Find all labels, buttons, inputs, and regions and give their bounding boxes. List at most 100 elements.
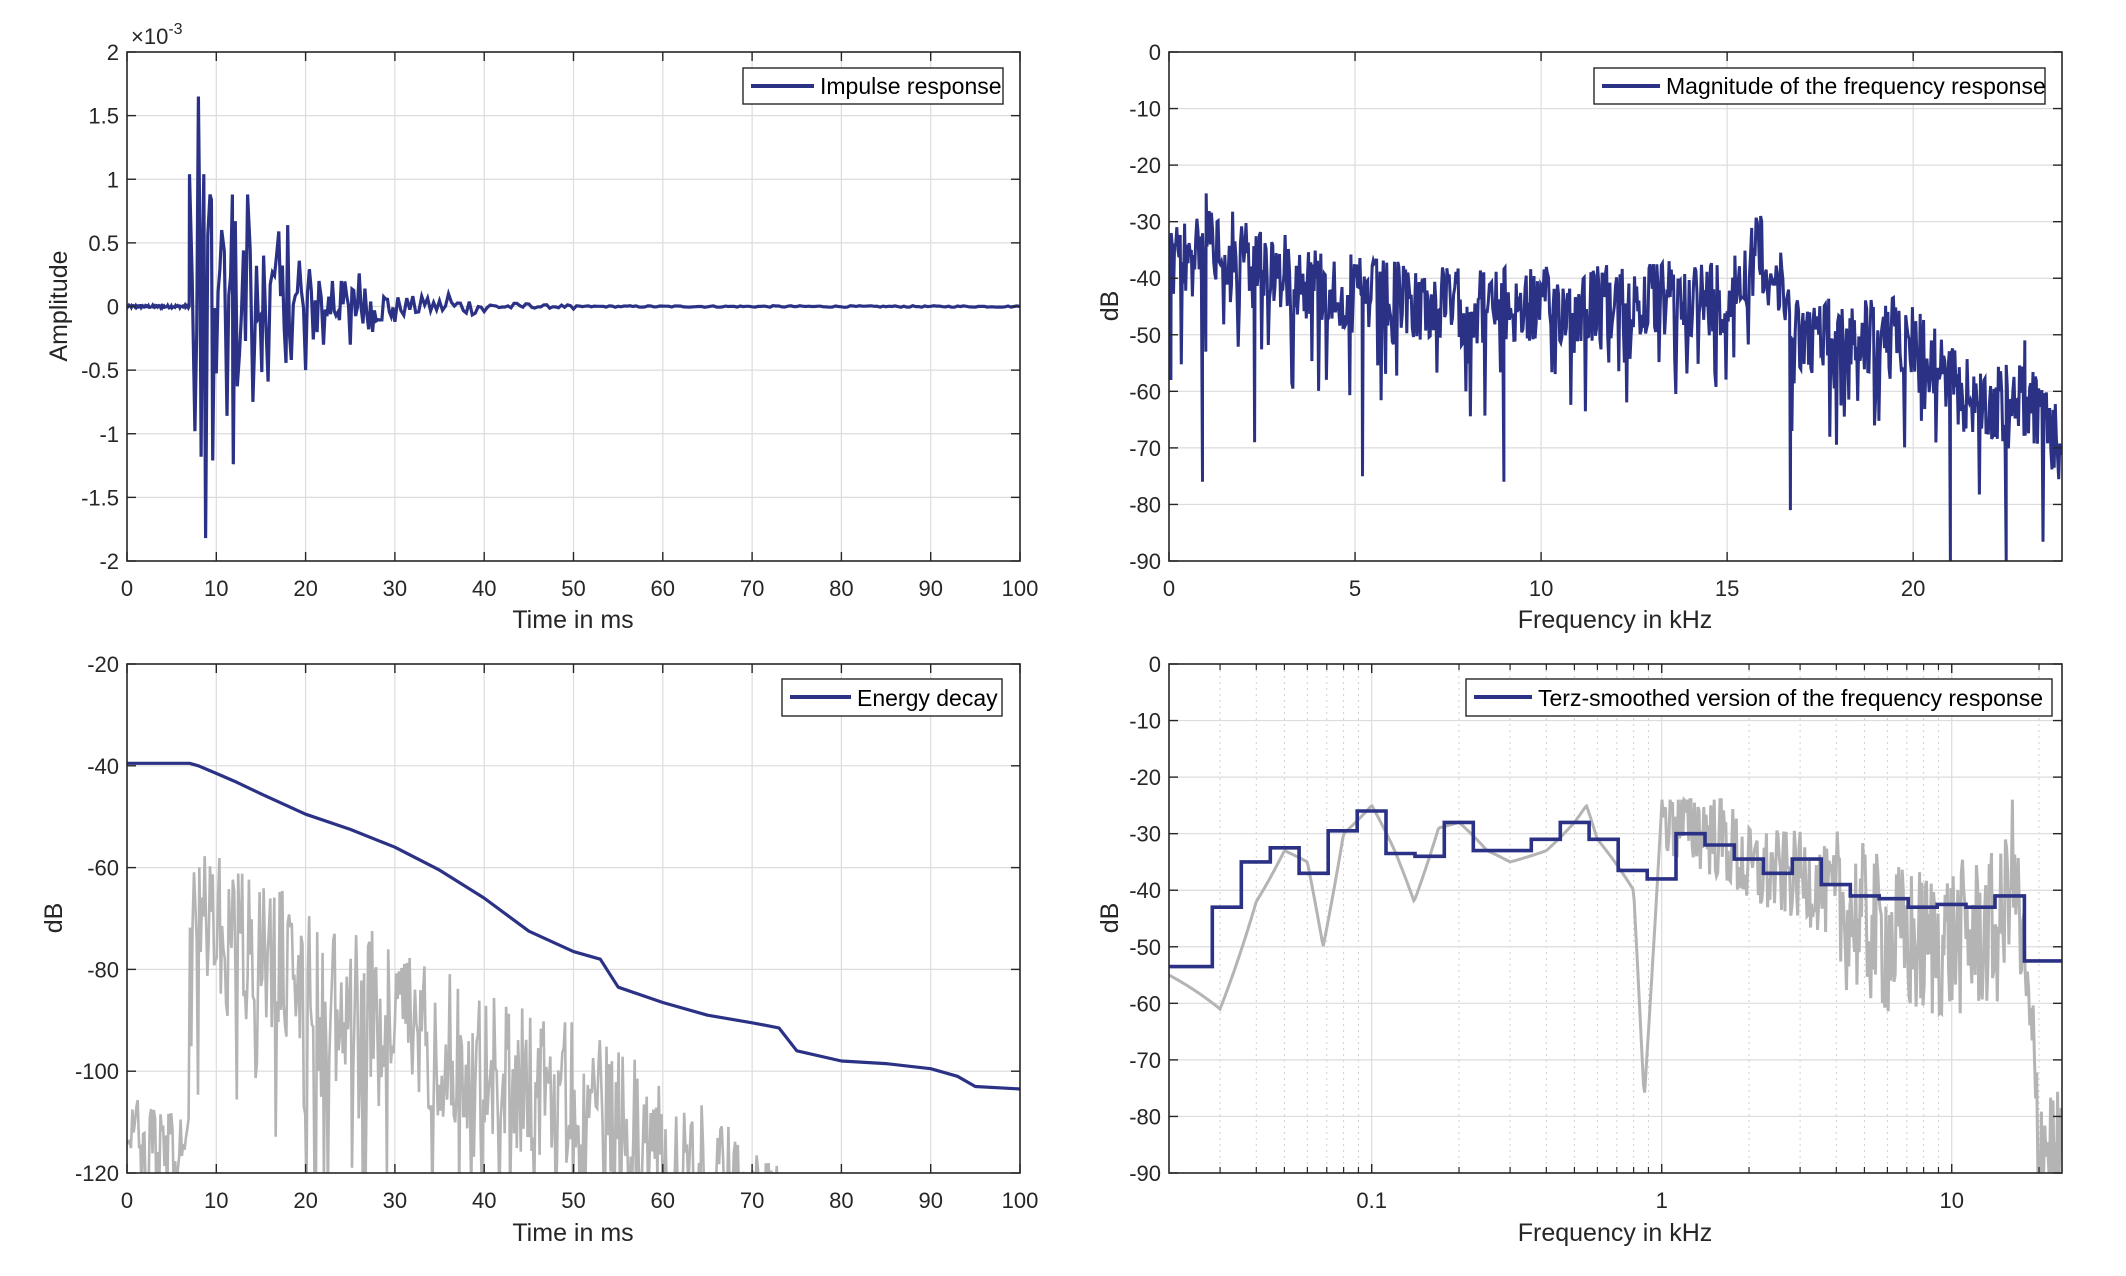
x-tick-label: 60 — [651, 576, 675, 601]
y-tick-label: -60 — [87, 856, 119, 881]
y-tick-label: -40 — [87, 754, 119, 779]
terz-x-axis-label: Frequency in kHz — [1518, 1219, 1713, 1247]
x-tick-label: 20 — [293, 576, 317, 601]
x-tick-label: 100 — [1002, 1188, 1039, 1213]
y-tick-label: -1.5 — [81, 485, 119, 510]
y-tick-label: -80 — [87, 957, 119, 982]
x-tick-label: 0.1 — [1356, 1188, 1387, 1213]
impulse-plot-area — [127, 96, 1020, 539]
energy-legend: Energy decay — [781, 678, 1003, 717]
energy-ticks: 0 10 20 30 40 50 60 70 80 90 100 -120 -100 -80 -60 -40 -… — [75, 652, 1038, 1213]
y-tick-label: -2 — [99, 549, 119, 574]
y-tick-label: -90 — [1129, 1161, 1161, 1186]
y-tick-label: -100 — [75, 1059, 119, 1084]
y-tick-label: 1.5 — [88, 104, 119, 129]
x-tick-label: 80 — [829, 576, 853, 601]
impulse-legend-label: Impulse response — [820, 73, 1002, 99]
terz-legend-box — [1465, 678, 2053, 717]
x-tick-label: 90 — [918, 576, 942, 601]
y-tick-label: -60 — [1129, 991, 1161, 1016]
terz-y-axis-label: dB — [1096, 903, 1124, 934]
squared-impulse-line — [127, 856, 779, 1173]
terz-panel: 0.1 1 10 -90 -80 -70 -60 -50 -40 -30 -20 -10 0 Frequ… — [1096, 652, 2063, 1247]
x-tick-label: 30 — [383, 576, 407, 601]
magnitude-axes-frame — [1168, 51, 2063, 562]
x-tick-label: 0 — [121, 576, 133, 601]
y-tick-label: -40 — [1129, 878, 1161, 903]
impulse-legend: Impulse response — [742, 67, 1004, 105]
y-tick-label: -50 — [1129, 323, 1161, 348]
magnitude-line — [1169, 193, 2062, 561]
x-tick-label: 5 — [1349, 576, 1361, 601]
x-tick-label: 1 — [1656, 1188, 1668, 1213]
y-tick-label: -50 — [1129, 935, 1161, 960]
impulse-response-line — [127, 96, 1020, 539]
impulse-response-panel: 0 10 20 30 40 50 60 70 80 90 100 -2 -1.5 -1 -0.5 0 0.5 1 1… — [45, 21, 1038, 634]
energy-legend-label: Energy decay — [857, 685, 998, 711]
x-tick-label: 20 — [293, 1188, 317, 1213]
y-tick-label: -10 — [1129, 709, 1161, 734]
y-tick-label: 0 — [1149, 40, 1161, 65]
x-tick-label: 15 — [1715, 576, 1739, 601]
y-tick-label: -30 — [1129, 822, 1161, 847]
y-tick-label: -70 — [1129, 436, 1161, 461]
y-tick-label: -70 — [1129, 1048, 1161, 1073]
y-tick-label: -40 — [1129, 266, 1161, 291]
y-tick-label: -0.5 — [81, 358, 119, 383]
x-tick-label: 40 — [472, 576, 496, 601]
x-tick-label: 10 — [204, 576, 228, 601]
x-tick-label: 0 — [1163, 576, 1175, 601]
impulse-x-axis-label: Time in ms — [512, 606, 633, 634]
magnitude-plot-area — [1169, 193, 2062, 561]
unsmoothed-response-line — [1169, 795, 2062, 1173]
x-tick-label: 20 — [1901, 576, 1925, 601]
magnitude-y-axis-label: dB — [1096, 291, 1124, 322]
magnitude-legend: Magnitude of the frequency response — [1593, 67, 2046, 105]
terz-ticks: 0.1 1 10 -90 -80 -70 -60 -50 -40 -30 -20 -10 0 — [1129, 652, 2062, 1213]
y-tick-label: -30 — [1129, 210, 1161, 235]
impulse-ticks: 0 10 20 30 40 50 60 70 80 90 100 -2 -1.5 -1 -0.5 0 0.5 1 1… — [81, 40, 1038, 601]
x-tick-label: 0 — [121, 1188, 133, 1213]
x-tick-label: 90 — [918, 1188, 942, 1213]
magnitude-legend-label: Magnitude of the frequency response — [1666, 73, 2046, 99]
energy-decay-line — [127, 761, 1020, 1091]
x-tick-label: 100 — [1002, 576, 1039, 601]
y-tick-label: 1 — [107, 167, 119, 192]
y-tick-label: -10 — [1129, 97, 1161, 122]
y-tick-label: -80 — [1129, 1104, 1161, 1129]
x-tick-label: 10 — [1529, 576, 1553, 601]
terz-legend: Terz-smoothed version of the frequency r… — [1465, 678, 2053, 717]
magnitude-legend-box — [1593, 67, 2046, 105]
energy-decay-panel: 0 10 20 30 40 50 60 70 80 90 100 -120 -100 -80 -60 -40 -… — [40, 652, 1038, 1247]
y-tick-label: 2 — [107, 40, 119, 65]
magnitude-ticks: 0 5 10 15 20 -90 -80 -70 -60 -50 -40 -30 -20 -10 0 — [1129, 40, 2062, 601]
x-tick-label: 60 — [651, 1188, 675, 1213]
y-tick-label: 0.5 — [88, 231, 119, 256]
x-tick-label: 70 — [740, 1188, 764, 1213]
terz-legend-label: Terz-smoothed version of the frequency r… — [1538, 685, 2043, 711]
terz-plot-area — [1169, 795, 2062, 1173]
x-tick-label: 30 — [383, 1188, 407, 1213]
y-tick-label: -80 — [1129, 492, 1161, 517]
x-tick-label: 50 — [561, 576, 585, 601]
x-tick-label: 50 — [561, 1188, 585, 1213]
impulse-y-exponent: ×10-3 — [131, 21, 183, 49]
terz-grid — [1169, 664, 2062, 1173]
y-tick-label: -20 — [87, 652, 119, 677]
y-tick-label: 0 — [1149, 652, 1161, 677]
terz-axes-frame — [1168, 663, 2063, 1174]
magnitude-x-axis-label: Frequency in kHz — [1518, 606, 1713, 634]
energy-x-axis-label: Time in ms — [512, 1219, 633, 1247]
y-tick-label: -90 — [1129, 549, 1161, 574]
energy-y-axis-label: dB — [40, 903, 68, 934]
x-tick-label: 10 — [204, 1188, 228, 1213]
y-tick-label: -20 — [1129, 765, 1161, 790]
energy-plot-area — [127, 761, 1020, 1173]
x-tick-label: 10 — [1939, 1188, 1963, 1213]
terz-smoothed-line — [1169, 809, 2062, 969]
y-tick-label: -20 — [1129, 153, 1161, 178]
y-tick-label: -60 — [1129, 379, 1161, 404]
magnitude-panel: 0 5 10 15 20 -90 -80 -70 -60 -50 -40 -30 -20 -10 0 Fre… — [1096, 40, 2063, 634]
x-tick-label: 70 — [740, 576, 764, 601]
impulse-y-axis-label: Amplitude — [45, 250, 73, 361]
